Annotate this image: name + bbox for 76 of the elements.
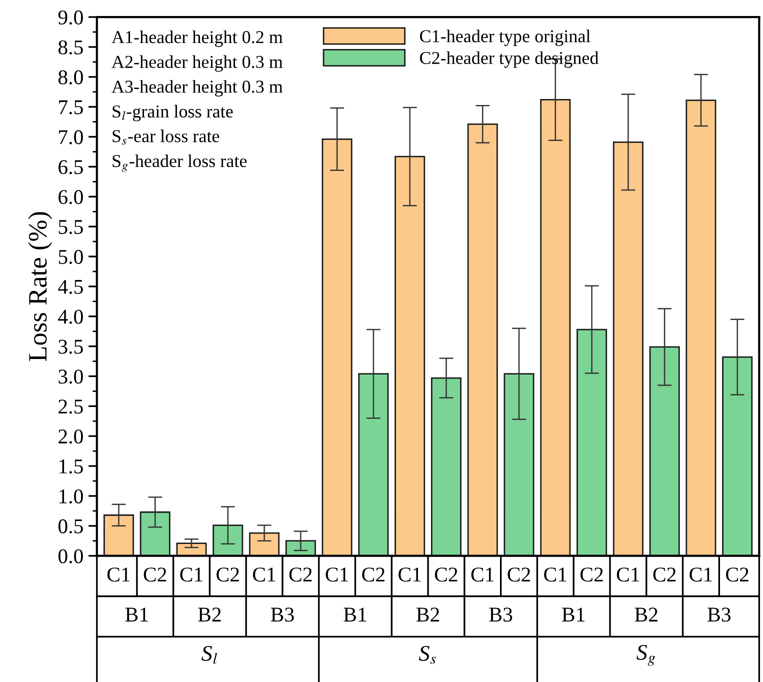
x-tick-label: C1 (180, 568, 202, 582)
y-tick-label: 2.5 (58, 400, 83, 414)
x-tick-label: C2 (508, 568, 530, 582)
bar (649, 346, 680, 556)
x-tick-label: C1 (326, 568, 348, 582)
y-tick-label: 1.5 (60, 460, 83, 474)
bar (140, 511, 170, 556)
x-tick-label: C1 (690, 568, 712, 582)
x-tick-label: C2 (216, 568, 239, 582)
y-tick-label: 3.5 (58, 340, 83, 354)
bar (430, 377, 462, 556)
x-tick-label: C1 (544, 568, 566, 582)
bar (103, 514, 134, 556)
y-tick-label: 7.0 (59, 130, 83, 144)
x-tick-label: C1 (471, 568, 494, 582)
x-tick-label: C1 (398, 568, 421, 582)
y-tick-label: 4.5 (58, 280, 83, 294)
bar (612, 141, 644, 556)
x-tick-label: C2 (580, 568, 603, 582)
y-tick-label: 6.0 (58, 190, 83, 204)
text: B1 (344, 608, 366, 622)
y-tick-label: 1.0 (60, 489, 83, 504)
bar (322, 138, 352, 556)
x-tick-label: C2 (144, 568, 166, 582)
bar (394, 156, 426, 556)
legend-label: C2-header type designed (420, 51, 599, 68)
bar (576, 328, 608, 556)
text: B3 (489, 608, 512, 622)
y-tick-label: 4.0 (58, 310, 83, 324)
x-tick-label: C2 (289, 568, 312, 582)
y-tick-label: 0.0 (58, 549, 83, 564)
legend-label: C1-header type original (420, 30, 590, 46)
annotation: A2-header height 0.3 m (112, 55, 283, 72)
bar (358, 373, 389, 556)
text: S$_{l}$ (202, 646, 218, 664)
x-tick-label: C2 (653, 568, 676, 582)
bar (722, 356, 753, 556)
bar (467, 124, 498, 556)
x-tick-label: C2 (362, 568, 384, 582)
x-tick-label: C1 (616, 568, 640, 582)
y-tick-label: 6.5 (58, 160, 83, 174)
y-tick-label: 8.5 (58, 40, 83, 55)
annotation: S$_{g}$-header loss rate (112, 154, 247, 172)
y-tick-label: 2.0 (58, 429, 83, 444)
bar (540, 98, 571, 556)
text: S$_{g}$ (636, 644, 656, 666)
text: B2 (634, 608, 658, 622)
bar (686, 100, 716, 556)
y-tick-label: 5.0 (58, 250, 83, 264)
text: B3 (708, 608, 730, 622)
annotation: S$_{s}$-ear loss rate (112, 130, 220, 145)
annotation: A3-header height 0.3 m (112, 80, 283, 97)
bar (176, 542, 207, 556)
annotation: A1-header height 0.2 m (112, 30, 283, 47)
y-tick-label: 0.5 (58, 519, 83, 534)
x-tick-label: C2 (434, 568, 458, 582)
annotation: S$_{l}$-grain loss rate (112, 104, 233, 122)
bar (212, 524, 244, 556)
bar (249, 532, 280, 556)
y-tick-label: 3.0 (58, 370, 83, 384)
bar (504, 373, 534, 556)
y-tick-label: 8.0 (58, 70, 83, 84)
y-tick-label: 5.5 (58, 220, 83, 234)
x-tick-label: C1 (252, 568, 276, 582)
y-axis-title: Loss Rate (%) (28, 212, 52, 362)
text: S$_{s}$ (418, 646, 436, 664)
y-tick-label: 7.5 (59, 100, 83, 114)
text: B3 (270, 608, 294, 622)
text: B2 (416, 608, 440, 622)
bar (285, 540, 316, 556)
x-tick-label: C1 (107, 568, 130, 582)
y-tick-label: 9.0 (58, 10, 83, 25)
text: B1 (562, 608, 585, 622)
x-tick-label: C2 (726, 568, 748, 582)
text: B1 (125, 608, 148, 622)
text: B2 (198, 608, 221, 622)
